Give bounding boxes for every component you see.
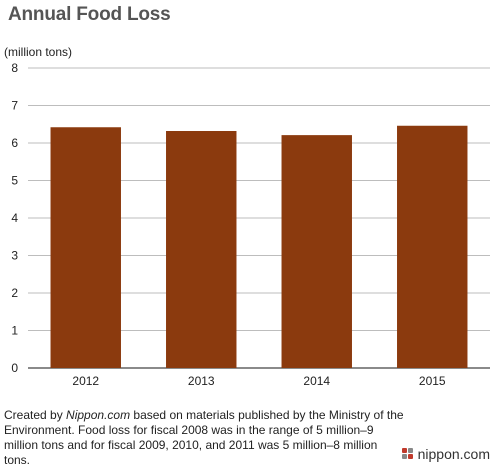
chart-title: Annual Food Loss [8,4,171,25]
x-tick-label: 2013 [188,374,215,388]
y-tick-label: 3 [11,249,18,263]
bar [50,127,121,368]
logo-square-icon [401,454,407,459]
logo-square-icon [407,454,413,459]
y-tick-label: 5 [11,174,18,188]
logo-text: nippon.com [417,446,490,462]
note-prefix: Created by [4,408,67,422]
x-tick-label: 2012 [72,374,99,388]
nippon-logo: nippon.com [401,446,490,462]
bar-chart: 0 1 2 3 4 5 6 7 8 2012 2013 2014 2015 [11,61,490,388]
bar [281,135,352,368]
y-tick-label: 4 [11,211,18,225]
source-note: Created by Nippon.com based on materials… [4,408,404,468]
logo-square-icon [407,448,413,453]
bar [166,131,237,368]
note-source-name: Nippon.com [66,408,131,422]
note-suffix: based on materials published by the Mini… [4,408,404,467]
y-axis-unit-label: (million tons) [4,45,73,59]
y-tick-label: 2 [11,286,18,300]
bar [397,125,468,368]
y-tick-label: 7 [11,99,18,113]
logo-square-icon [401,448,407,453]
y-tick-label: 0 [11,361,18,375]
y-tick-label: 1 [11,324,18,338]
x-tick-label: 2015 [419,374,446,388]
y-tick-label: 8 [11,61,18,75]
logo-mark-icon [401,448,414,460]
y-tick-label: 6 [11,136,18,150]
x-tick-label: 2014 [303,374,330,388]
